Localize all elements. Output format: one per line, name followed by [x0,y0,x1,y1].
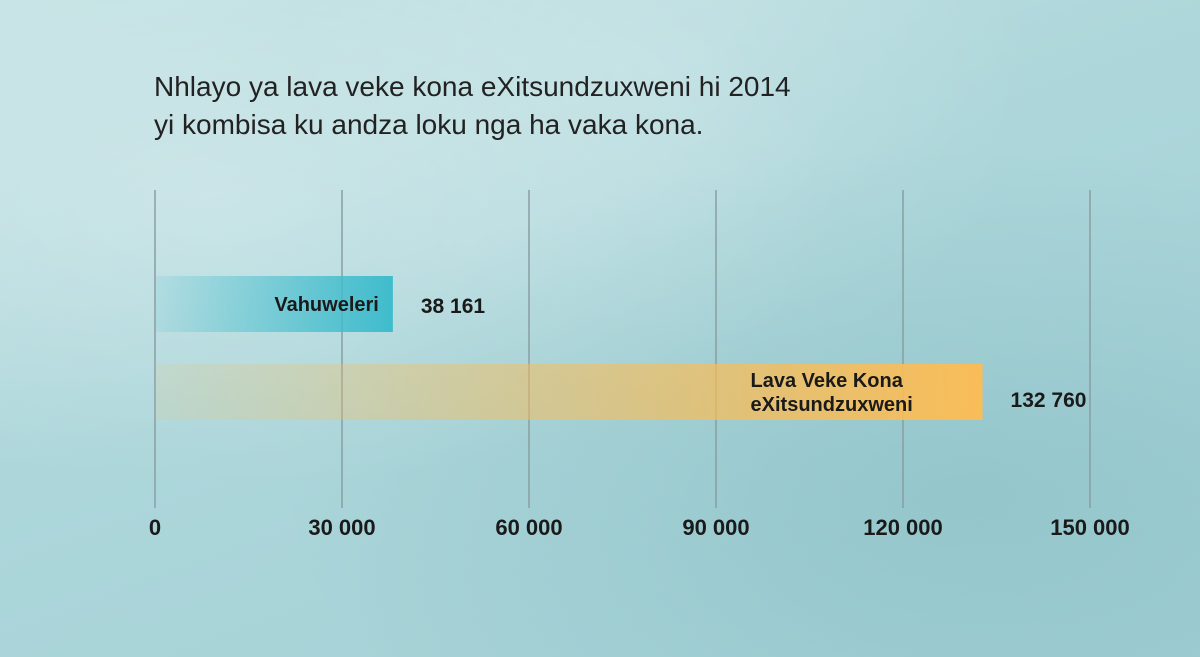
chart-title-line-2: yi kombisa ku andza loku nga ha vaka kon… [154,109,704,140]
x-tick-label: 90 000 [682,515,749,540]
bar-category-label: Vahuweleri [274,294,379,316]
x-tick-label: 120 000 [863,515,943,540]
chart-title: Nhlayo ya lava veke kona eXitsundzuxweni… [154,68,954,144]
bar-value-label: 38 161 [421,295,486,318]
chart-title-line-1: Nhlayo ya lava veke kona eXitsundzuxweni… [154,71,791,102]
bar [155,364,983,420]
bar-category-label: eXitsundzuxweni [751,394,913,416]
bar [155,276,393,332]
bar-category-label: Lava Veke Kona [751,370,904,392]
x-tick-label: 150 000 [1050,515,1130,540]
x-tick-label: 60 000 [495,515,562,540]
x-tick-label: 0 [149,515,161,540]
bar-value-label: 132 760 [1011,389,1087,412]
x-tick-label: 30 000 [308,515,375,540]
